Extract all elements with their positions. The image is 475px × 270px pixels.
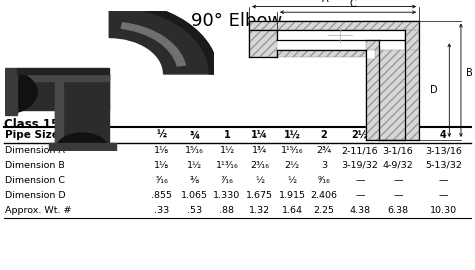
Text: Dimension B: Dimension B xyxy=(5,161,65,170)
Polygon shape xyxy=(5,68,17,115)
Text: 2¾: 2¾ xyxy=(316,146,332,155)
Text: 3-19/32: 3-19/32 xyxy=(342,161,379,170)
Text: 1½: 1½ xyxy=(187,161,202,170)
Text: .88: .88 xyxy=(219,206,235,215)
Polygon shape xyxy=(366,50,419,140)
Text: 1.915: 1.915 xyxy=(278,191,305,200)
Text: C: C xyxy=(349,0,356,9)
Text: 5-13/32: 5-13/32 xyxy=(425,161,462,170)
Text: —: — xyxy=(393,176,403,185)
Text: 1.64: 1.64 xyxy=(282,206,303,215)
Polygon shape xyxy=(405,31,419,140)
Polygon shape xyxy=(5,74,109,110)
Text: —: — xyxy=(439,176,448,185)
Text: Dimension A: Dimension A xyxy=(5,146,65,155)
Text: ½: ½ xyxy=(156,130,167,140)
Text: 10.30: 10.30 xyxy=(430,206,457,215)
Polygon shape xyxy=(366,40,380,50)
Circle shape xyxy=(0,70,37,114)
Polygon shape xyxy=(15,74,109,81)
Text: 1½: 1½ xyxy=(284,130,300,140)
Text: —: — xyxy=(439,191,448,200)
Text: 1.675: 1.675 xyxy=(246,191,273,200)
Text: ⁷⁄₁₆: ⁷⁄₁₆ xyxy=(220,176,233,185)
Text: 1¹⁵⁄₁₆: 1¹⁵⁄₁₆ xyxy=(281,146,304,155)
Text: .855: .855 xyxy=(151,191,172,200)
Text: 1¾: 1¾ xyxy=(252,146,267,155)
Text: Approx. Wt. #: Approx. Wt. # xyxy=(5,206,72,215)
Text: Dimension D: Dimension D xyxy=(5,191,66,200)
Text: Dimension C: Dimension C xyxy=(5,176,65,185)
Polygon shape xyxy=(249,21,419,31)
Text: —: — xyxy=(355,176,365,185)
Text: 1⅛: 1⅛ xyxy=(154,146,169,155)
Text: 2½: 2½ xyxy=(352,130,369,140)
Text: 2-11/16: 2-11/16 xyxy=(342,146,378,155)
Text: ½: ½ xyxy=(255,176,264,185)
Text: 2½: 2½ xyxy=(285,161,300,170)
Text: .53: .53 xyxy=(187,206,202,215)
Text: 3-1/16: 3-1/16 xyxy=(383,146,413,155)
Text: —: — xyxy=(355,191,365,200)
Text: D: D xyxy=(430,85,437,95)
Text: Class 150: Class 150 xyxy=(4,118,67,131)
Text: 6.38: 6.38 xyxy=(388,206,408,215)
Text: 2: 2 xyxy=(321,130,327,140)
Text: 2.25: 2.25 xyxy=(314,206,334,215)
Text: ⅜: ⅜ xyxy=(190,176,199,185)
Text: 4: 4 xyxy=(440,130,447,140)
Text: 1⅛: 1⅛ xyxy=(154,161,169,170)
Text: 90° Elbow: 90° Elbow xyxy=(191,12,283,30)
Wedge shape xyxy=(109,1,218,74)
Polygon shape xyxy=(55,74,109,151)
Text: ⁹⁄₁₆: ⁹⁄₁₆ xyxy=(318,176,331,185)
Text: ¾: ¾ xyxy=(190,130,200,140)
Text: ⁵⁄₁₆: ⁵⁄₁₆ xyxy=(155,176,168,185)
Text: 1: 1 xyxy=(224,130,230,140)
Polygon shape xyxy=(249,31,277,57)
Text: 1⁵⁄₁₆: 1⁵⁄₁₆ xyxy=(185,146,204,155)
Text: —: — xyxy=(393,191,403,200)
Polygon shape xyxy=(17,68,109,74)
Text: .33: .33 xyxy=(154,206,169,215)
Text: B: B xyxy=(466,68,472,78)
Text: 1.32: 1.32 xyxy=(249,206,270,215)
Polygon shape xyxy=(55,81,63,144)
Circle shape xyxy=(55,133,109,170)
Polygon shape xyxy=(277,50,366,57)
Text: Pipe Size: Pipe Size xyxy=(5,130,59,140)
Text: 3: 3 xyxy=(395,130,401,140)
Wedge shape xyxy=(121,23,185,66)
Text: 2³⁄₁₆: 2³⁄₁₆ xyxy=(250,161,269,170)
Text: 4-9/32: 4-9/32 xyxy=(383,161,413,170)
Text: 1¹³⁄₁₆: 1¹³⁄₁₆ xyxy=(216,161,238,170)
Text: 2.406: 2.406 xyxy=(311,191,338,200)
Wedge shape xyxy=(109,1,218,74)
Text: 1.330: 1.330 xyxy=(213,191,241,200)
Text: 3-13/16: 3-13/16 xyxy=(425,146,462,155)
Text: ½: ½ xyxy=(287,176,296,185)
Text: 1½: 1½ xyxy=(219,146,235,155)
Text: A: A xyxy=(322,0,328,4)
Text: 3: 3 xyxy=(321,161,327,170)
Polygon shape xyxy=(48,143,115,151)
Text: 1¼: 1¼ xyxy=(251,130,268,140)
Text: 1.065: 1.065 xyxy=(181,191,208,200)
Text: 4.38: 4.38 xyxy=(350,206,370,215)
